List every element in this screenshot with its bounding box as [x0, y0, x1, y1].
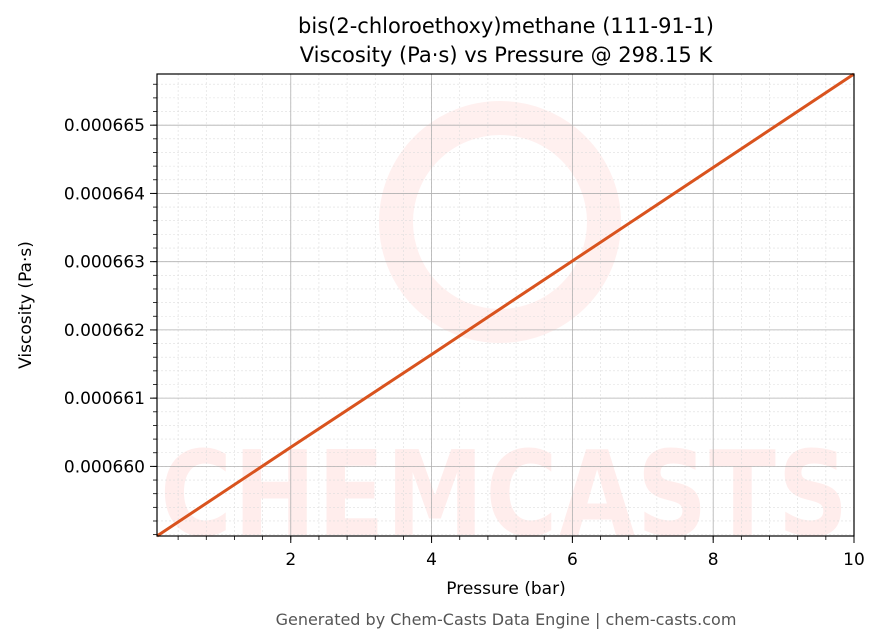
- chart-title: bis(2-chloroethoxy)methane (111-91-1): [298, 14, 714, 38]
- y-tick-label: 0.000665: [64, 116, 145, 136]
- x-tick-label: 8: [708, 550, 719, 570]
- y-axis-label: Viscosity (Pa·s): [16, 241, 36, 369]
- x-tick-label: 2: [285, 550, 296, 570]
- watermark-text: CHEMCASTS: [160, 425, 850, 563]
- y-tick-label: 0.000663: [64, 253, 145, 273]
- x-tick-labels: 2 4 6 8 10: [285, 550, 864, 570]
- footer-credit: Generated by Chem-Casts Data Engine | ch…: [276, 610, 737, 629]
- chart-subtitle: Viscosity (Pa·s) vs Pressure @ 298.15 K: [300, 43, 714, 67]
- y-tick-labels: 0.000660 0.000661 0.000662 0.000663 0.000664…: [64, 116, 145, 477]
- y-tick-label: 0.000660: [64, 457, 145, 477]
- y-tick-label: 0.000662: [64, 321, 145, 341]
- series-line: [156, 72, 855, 538]
- plot-frame: [156, 73, 855, 537]
- watermark: CHEMCASTS: [160, 101, 850, 563]
- axis-ticks: [150, 83, 855, 543]
- x-tick-label: 10: [843, 550, 865, 570]
- x-tick-label: 4: [426, 550, 437, 570]
- x-tick-label: 6: [567, 550, 578, 570]
- x-axis-label: Pressure (bar): [446, 579, 565, 599]
- series-layer: [156, 72, 855, 538]
- y-tick-label: 0.000664: [64, 184, 145, 204]
- y-tick-label: 0.000661: [64, 389, 145, 409]
- watermark-logo-icon: [379, 101, 621, 343]
- major-grid: [157, 74, 855, 536]
